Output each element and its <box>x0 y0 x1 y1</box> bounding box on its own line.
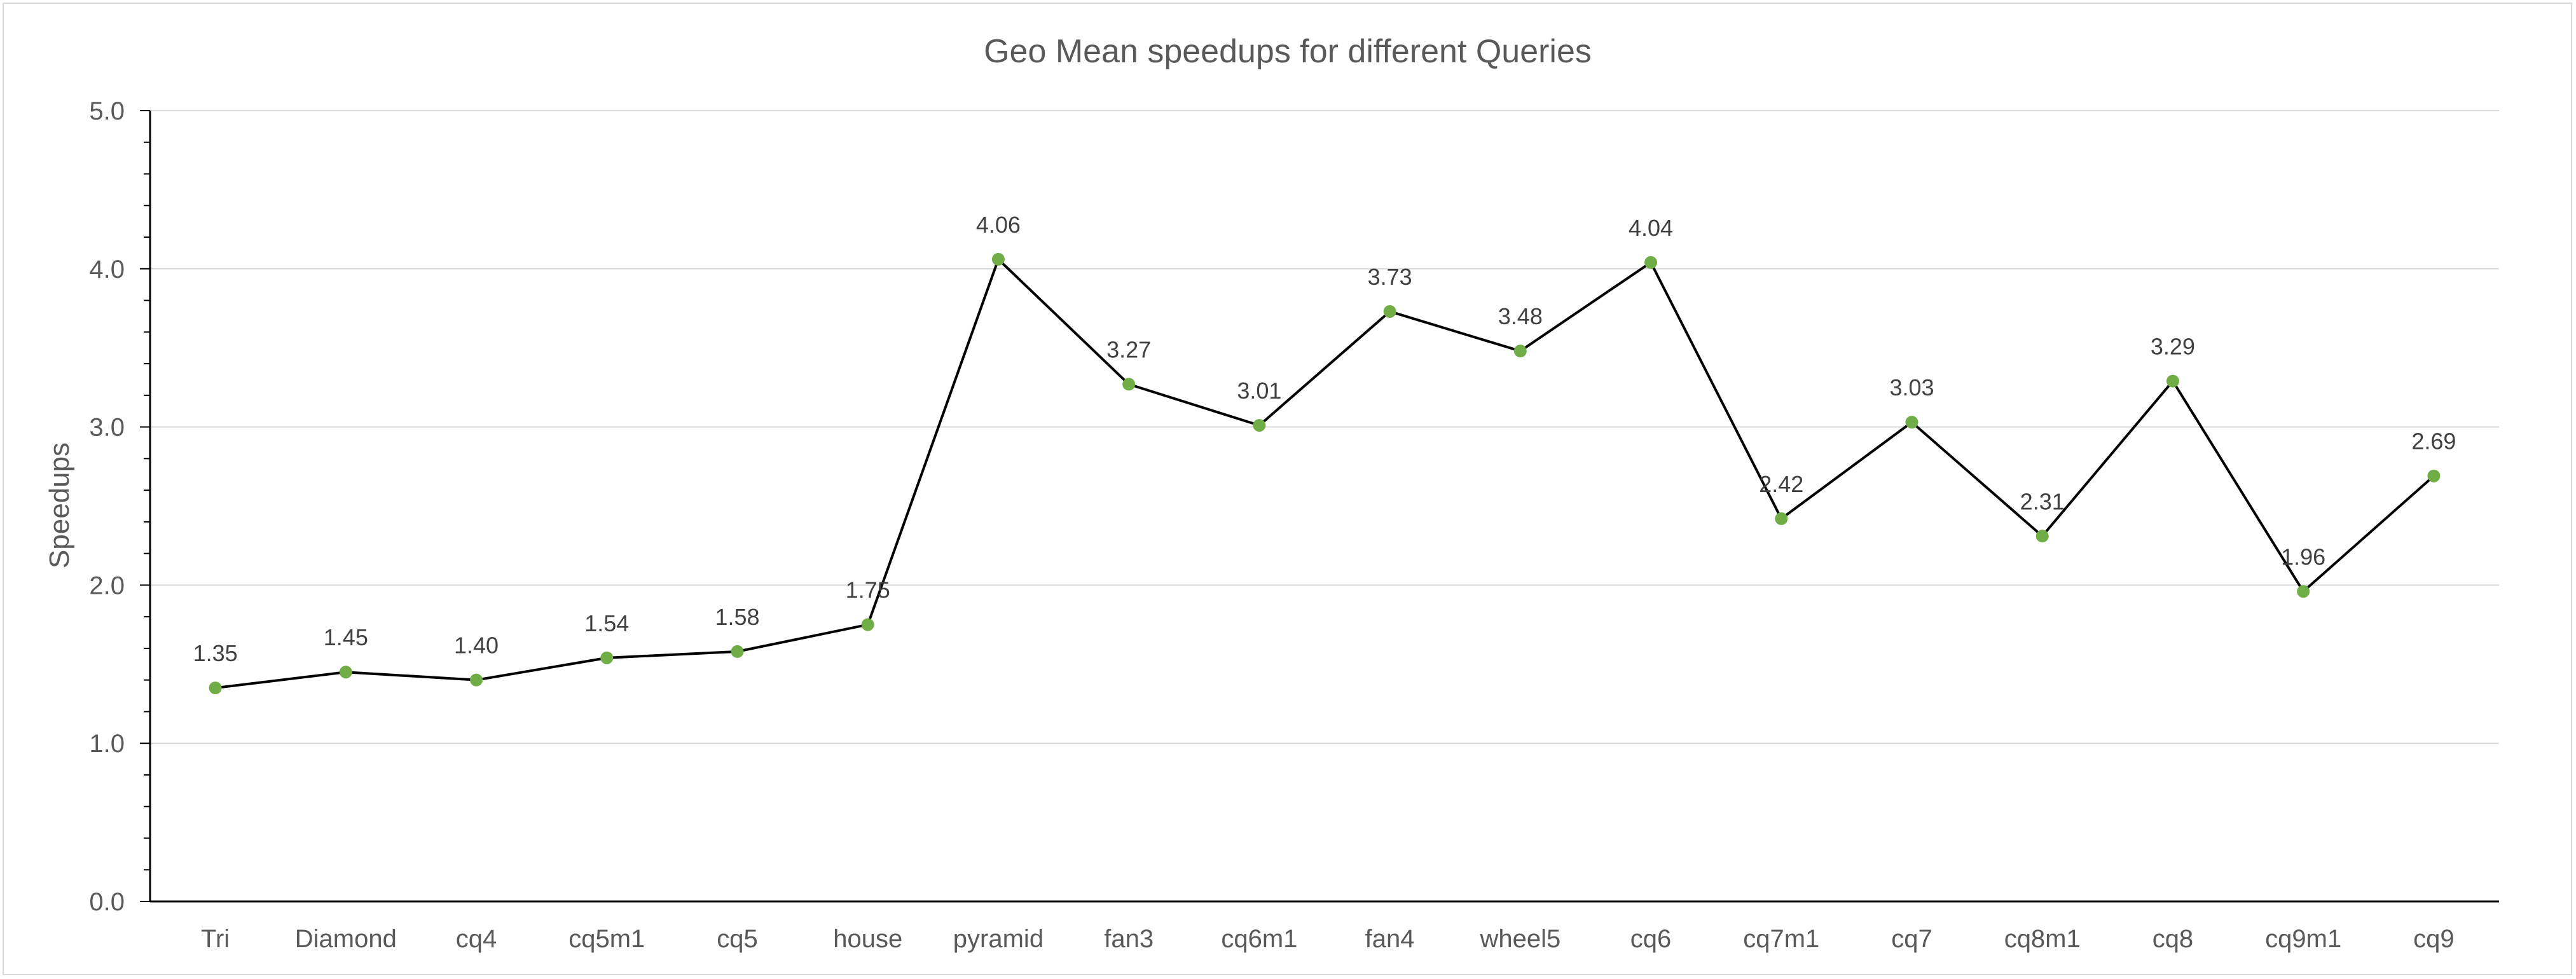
data-point <box>209 681 222 695</box>
data-point <box>1253 419 1266 432</box>
x-tick-label: cq6m1 <box>1221 925 1297 953</box>
x-tick-label: Diamond <box>295 925 397 953</box>
data-point <box>600 651 614 664</box>
x-tick-label: cq9m1 <box>2265 925 2341 953</box>
data-point <box>1383 305 1396 318</box>
x-tick-label: cq9 <box>2413 925 2455 953</box>
data-label: 4.04 <box>1629 215 1673 241</box>
data-label: 4.06 <box>976 212 1021 238</box>
chart-frame <box>3 3 2572 975</box>
x-tick-label: Tri <box>201 925 230 953</box>
series-speedups <box>209 252 2441 695</box>
series-line <box>215 257 2435 690</box>
y-tick-label: 5.0 <box>89 97 125 125</box>
data-label: 3.73 <box>1368 264 1412 290</box>
axes <box>140 110 2499 903</box>
data-point <box>861 618 874 631</box>
data-point <box>731 645 744 658</box>
y-tick-label: 3.0 <box>89 414 125 442</box>
data-label: 1.96 <box>2281 544 2325 570</box>
y-axis-title: Speedups <box>44 442 75 568</box>
gridlines <box>150 110 2499 744</box>
x-tick-label: cq8 <box>2152 925 2194 953</box>
data-label: 3.27 <box>1106 336 1151 362</box>
x-tick-label: cq5m1 <box>568 925 645 953</box>
data-point <box>339 666 352 679</box>
x-tick-label: pyramid <box>953 925 1043 953</box>
data-point <box>1122 378 1136 391</box>
data-label: 3.03 <box>1889 374 1934 400</box>
chart-title: Geo Mean speedups for different Queries <box>984 33 1592 70</box>
x-tick-label: cq7m1 <box>1743 925 1819 953</box>
data-labels: 1.35 1.45 1.40 1.54 1.58 1.75 4.06 3.27 3.01 3.73… <box>193 212 2456 666</box>
data-label: 2.42 <box>1759 471 1803 497</box>
data-label: 3.29 <box>2151 333 2195 359</box>
x-tick-label: cq8m1 <box>2004 925 2081 953</box>
y-tick-label: 1.0 <box>89 730 125 758</box>
y-tick-label: 4.0 <box>89 256 125 284</box>
data-label: 1.45 <box>324 624 368 650</box>
x-tick-label: fan4 <box>1365 925 1415 953</box>
data-label: 1.35 <box>193 640 238 666</box>
x-tick-label: cq4 <box>456 925 497 953</box>
data-label: 1.40 <box>454 633 499 659</box>
data-point <box>2427 469 2441 483</box>
x-tick-label: wheel5 <box>1479 925 1560 953</box>
data-label: 2.31 <box>2020 488 2065 514</box>
x-tick-label: fan3 <box>1104 925 1154 953</box>
y-tick-label: 2.0 <box>89 572 125 599</box>
x-tick-label: cq7 <box>1891 925 1932 953</box>
data-label: 1.58 <box>715 604 759 630</box>
data-point <box>991 252 1005 266</box>
data-point <box>2297 585 2310 598</box>
tick-labels: 0.0 1.0 2.0 3.0 4.0 5.0 Tri Diamond cq4 cq5m1 cq5 h… <box>89 97 2454 953</box>
data-point <box>1513 345 1527 358</box>
data-label: 1.54 <box>584 610 629 636</box>
data-point <box>1644 256 1658 269</box>
data-point <box>2035 530 2049 543</box>
data-label: 1.75 <box>846 577 890 603</box>
x-tick-label: cq6 <box>1630 925 1672 953</box>
data-point <box>1905 416 1918 429</box>
data-point <box>470 673 483 687</box>
x-tick-label: house <box>833 925 902 953</box>
data-label: 3.48 <box>1498 303 1543 329</box>
data-label: 3.01 <box>1237 378 1281 404</box>
data-label: 2.69 <box>2411 428 2456 455</box>
x-tick-label: cq5 <box>717 925 758 953</box>
data-point <box>1775 512 1788 525</box>
data-point <box>2166 374 2179 388</box>
y-tick-label: 0.0 <box>89 888 125 916</box>
